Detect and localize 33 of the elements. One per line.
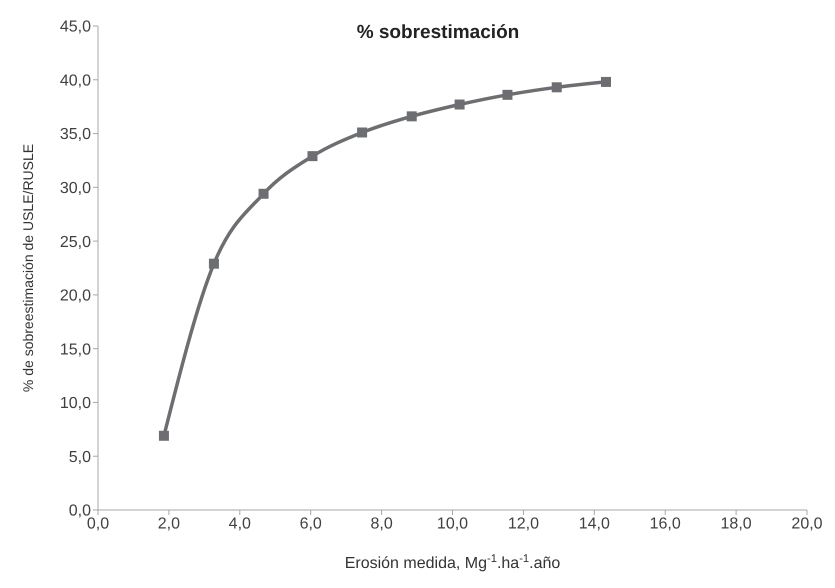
- x-tick-label: 4,0: [228, 515, 252, 532]
- point: [454, 100, 465, 110]
- point: [307, 151, 318, 162]
- y-tick-label: 25,0: [60, 234, 92, 251]
- y-tick-label: 10,0: [60, 395, 92, 412]
- y-tick-label: 40,0: [60, 72, 92, 90]
- point: [158, 430, 169, 441]
- point: [406, 111, 417, 122]
- x-tick-label: 12,0: [508, 515, 540, 532]
- x-tick-label: 6,0: [300, 515, 322, 532]
- x-tick-label: 18,0: [720, 515, 752, 532]
- x-tick-label: 20,0: [791, 515, 823, 532]
- x-tick-label: 16,0: [650, 515, 681, 532]
- y-tick-label: 45,0: [60, 18, 92, 36]
- chart-title: % sobrestimación: [356, 22, 520, 44]
- y-tick-label: 5,0: [68, 448, 92, 466]
- x-tick-label: 0,0: [86, 515, 110, 532]
- point: [258, 188, 269, 199]
- y-tick-label: 20,0: [60, 288, 92, 305]
- y-axis-title: % de sobreestimación de USLE/RUSLE: [20, 144, 36, 392]
- point: [357, 127, 368, 138]
- y-tick-label: 35,0: [60, 126, 92, 144]
- x-tick-label: 8,0: [370, 515, 393, 532]
- y-tick-label: 15,0: [60, 341, 92, 358]
- x-tick-label: 14,0: [578, 515, 610, 532]
- point: [601, 76, 611, 87]
- x-tick-label: 2,0: [158, 515, 180, 532]
- point: [502, 90, 512, 100]
- y-tick-label: 30,0: [60, 180, 92, 198]
- x-tick-label: 10,0: [436, 515, 468, 532]
- point: [552, 82, 562, 92]
- x-axis-title: Erosión medida, Mg$^{-1}$.ha$^{-1}$.año: [344, 553, 560, 572]
- point: [208, 258, 219, 269]
